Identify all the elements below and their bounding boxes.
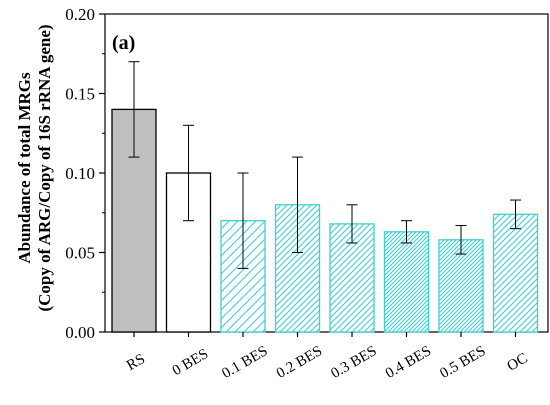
x-tick-label: 0.4 BES xyxy=(383,343,434,382)
error-bar xyxy=(128,61,140,158)
x-axis: RS 0 BES 0.1 BES 0.2 BES 0.3 BES 0.4 BES 0.5 B… xyxy=(124,332,531,382)
error-bar xyxy=(292,156,303,253)
error-bars xyxy=(128,61,521,269)
y-axis-label-line1: Abundance of total MRGs xyxy=(15,72,34,264)
error-bar xyxy=(183,124,194,222)
bar xyxy=(383,231,430,333)
x-tick-label: 0.5 BES xyxy=(437,343,488,382)
y-tick-label: 0.15 xyxy=(65,85,95,104)
y-tick-label: 0.20 xyxy=(65,5,95,24)
y-axis-label: Abundance of total MRGs (Copy of ARG/Cop… xyxy=(15,24,54,311)
x-tick-label: 0.2 BES xyxy=(274,343,325,382)
panel-label: (a) xyxy=(112,32,135,54)
bars xyxy=(111,108,539,333)
x-tick-label: 0.3 BES xyxy=(328,343,379,382)
y-axis: 0.00 0.05 0.10 0.15 0.20 xyxy=(65,5,105,342)
x-tick-label: 0 BES xyxy=(170,346,212,379)
bar xyxy=(438,239,484,333)
bar xyxy=(492,213,539,333)
y-axis-label-line2: (Copy of ARG/Copy of 16S rRNA gene) xyxy=(35,24,54,311)
x-tick-label: RS xyxy=(124,351,148,374)
error-bar xyxy=(401,220,412,244)
y-tick-label: 0.05 xyxy=(65,244,95,263)
error-bar xyxy=(237,172,249,269)
error-bar xyxy=(455,224,467,255)
error-bar xyxy=(346,204,358,244)
x-tick-label: 0.1 BES xyxy=(219,343,270,382)
y-tick-label: 0.10 xyxy=(65,164,95,183)
x-tick-label: OC xyxy=(504,350,530,374)
y-tick-label: 0.00 xyxy=(65,323,95,342)
error-bar xyxy=(510,199,521,230)
